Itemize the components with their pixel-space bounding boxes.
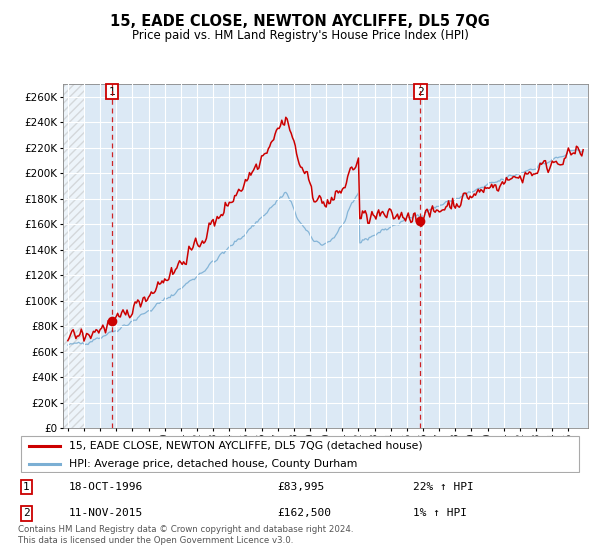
Text: 18-OCT-1996: 18-OCT-1996 — [69, 482, 143, 492]
Text: 15, EADE CLOSE, NEWTON AYCLIFFE, DL5 7QG: 15, EADE CLOSE, NEWTON AYCLIFFE, DL5 7QG — [110, 14, 490, 29]
Text: Contains HM Land Registry data © Crown copyright and database right 2024.
This d: Contains HM Land Registry data © Crown c… — [18, 525, 353, 545]
Text: 1: 1 — [23, 482, 30, 492]
Text: £162,500: £162,500 — [277, 508, 331, 518]
Text: 2: 2 — [23, 508, 30, 518]
Text: Price paid vs. HM Land Registry's House Price Index (HPI): Price paid vs. HM Land Registry's House … — [131, 29, 469, 42]
Text: 1% ↑ HPI: 1% ↑ HPI — [413, 508, 467, 518]
FancyBboxPatch shape — [21, 436, 579, 473]
Text: 15, EADE CLOSE, NEWTON AYCLIFFE, DL5 7QG (detached house): 15, EADE CLOSE, NEWTON AYCLIFFE, DL5 7QG… — [69, 441, 422, 451]
Text: 1: 1 — [109, 87, 116, 96]
Text: £83,995: £83,995 — [277, 482, 325, 492]
Text: 2: 2 — [417, 87, 424, 96]
Bar — [60, 84, 84, 428]
Text: 22% ↑ HPI: 22% ↑ HPI — [413, 482, 473, 492]
Text: HPI: Average price, detached house, County Durham: HPI: Average price, detached house, Coun… — [69, 459, 357, 469]
Text: 11-NOV-2015: 11-NOV-2015 — [69, 508, 143, 518]
